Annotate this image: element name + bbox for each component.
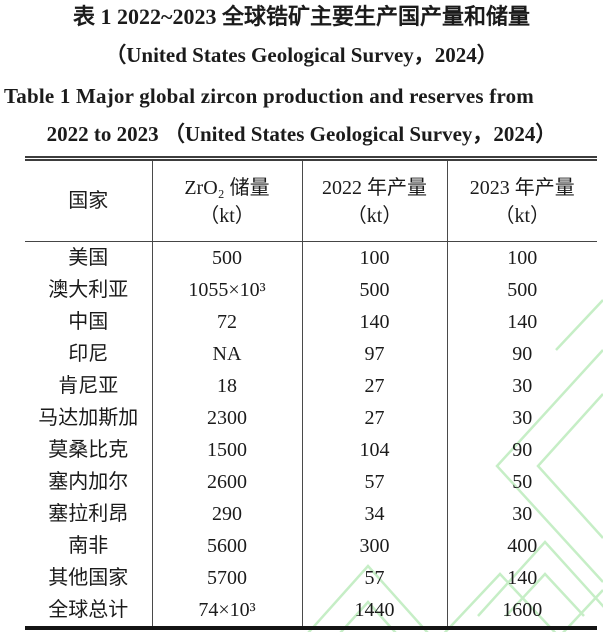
production-2022-cell: 100 xyxy=(301,241,447,274)
country-cell: 肯尼亚 xyxy=(58,375,119,397)
reserve-cell: 5700 xyxy=(151,562,302,594)
country-cell: 莫桑比克 xyxy=(48,439,129,461)
production-2023-cell: 140 xyxy=(446,562,597,594)
column-title: 2022 年产量 xyxy=(322,176,427,199)
table-row: 马达加斯加 2300 27 30 xyxy=(25,402,597,434)
country-cell: 印尼 xyxy=(68,343,109,365)
column-unit: （kt） xyxy=(494,204,551,227)
column-header-reserves: ZrO₂ 储量 （kt） xyxy=(151,158,302,242)
country-cell: 塞内加尔 xyxy=(48,471,129,493)
country-cell: 全球总计 xyxy=(48,599,129,621)
country-cell: 南非 xyxy=(68,535,109,557)
table-caption: 表 1 2022~2023 全球锆矿主要生产国产量和储量 （United Sta… xyxy=(0,0,603,147)
reserve-cell: 1055×10³ xyxy=(151,274,302,306)
production-2023-cell: 100 xyxy=(446,241,597,274)
production-2023-cell: 90 xyxy=(446,434,597,466)
table-row: 莫桑比克 1500 104 90 xyxy=(25,434,597,466)
production-2023-cell: 140 xyxy=(446,306,597,338)
caption-zh-source: （United States Geological Survey，2024） xyxy=(105,43,498,67)
production-2022-cell: 500 xyxy=(301,274,447,306)
table-row: 南非 5600 300 400 xyxy=(25,530,597,562)
column-title: ZrO₂ 储量 xyxy=(184,176,270,199)
column-header-production-2023: 2023 年产量 （kt） xyxy=(446,158,597,242)
reserve-cell: 1500 xyxy=(151,434,302,466)
table-row: 塞拉利昂 290 34 30 xyxy=(25,498,597,530)
production-2023-cell: 1600 xyxy=(446,594,597,628)
reserve-cell: 290 xyxy=(151,498,302,530)
country-cell: 其他国家 xyxy=(48,567,129,589)
production-2022-cell: 1440 xyxy=(301,594,447,628)
country-cell: 中国 xyxy=(68,311,109,333)
reserve-cell: 500 xyxy=(151,241,302,274)
production-2022-cell: 300 xyxy=(301,530,447,562)
zircon-production-table: 国家 ZrO₂ 储量 （kt） 2022 年产量 （kt） 2023 年产量 （… xyxy=(25,156,597,630)
column-unit: （kt） xyxy=(199,204,255,227)
reserve-cell: 2600 xyxy=(151,466,302,498)
reserve-cell: 18 xyxy=(151,370,302,402)
caption-zh-title: 表 1 2022~2023 全球锆矿主要生产国产量和储量 xyxy=(73,4,530,29)
column-title: 2023 年产量 xyxy=(469,176,575,199)
production-2022-cell: 27 xyxy=(301,370,447,402)
country-cell: 塞拉利昂 xyxy=(48,503,129,525)
production-2023-cell: 50 xyxy=(446,466,597,498)
production-2023-cell: 500 xyxy=(446,274,597,306)
production-2022-cell: 97 xyxy=(301,338,447,370)
column-title: 国家 xyxy=(68,189,109,212)
production-2022-cell: 140 xyxy=(301,306,447,338)
reserve-cell: 2300 xyxy=(151,402,302,434)
caption-en-title-line1: Table 1 Major global zircon production a… xyxy=(4,84,534,108)
country-cell: 美国 xyxy=(68,247,109,269)
production-2023-cell: 90 xyxy=(446,338,597,370)
production-2023-cell: 30 xyxy=(446,498,597,530)
table-row: 美国 500 100 100 xyxy=(25,241,597,274)
production-2022-cell: 104 xyxy=(301,434,447,466)
column-header-country: 国家 xyxy=(25,158,152,242)
reserve-cell: 74×10³ xyxy=(151,594,302,628)
country-cell: 澳大利亚 xyxy=(48,279,129,301)
reserve-cell: 5600 xyxy=(151,530,302,562)
column-unit: （kt） xyxy=(346,204,403,227)
production-2023-cell: 400 xyxy=(446,530,597,562)
production-2023-cell: 30 xyxy=(446,402,597,434)
table-row: 全球总计 74×10³ 1440 1600 xyxy=(25,594,597,628)
reserve-cell: NA xyxy=(151,338,302,370)
table-row: 其他国家 5700 57 140 xyxy=(25,562,597,594)
production-2023-cell: 30 xyxy=(446,370,597,402)
table-row: 肯尼亚 18 27 30 xyxy=(25,370,597,402)
caption-en-title-line2: 2022 to 2023 （United States Geological S… xyxy=(46,122,557,146)
reserve-cell: 72 xyxy=(151,306,302,338)
production-2022-cell: 27 xyxy=(301,402,447,434)
table-row: 中国 72 140 140 xyxy=(25,306,597,338)
table-row: 印尼 NA 97 90 xyxy=(25,338,597,370)
production-2022-cell: 57 xyxy=(301,466,447,498)
table-row: 塞内加尔 2600 57 50 xyxy=(25,466,597,498)
country-cell: 马达加斯加 xyxy=(38,407,139,429)
table-row: 澳大利亚 1055×10³ 500 500 xyxy=(25,274,597,306)
production-2022-cell: 34 xyxy=(301,498,447,530)
table-header-row: 国家 ZrO₂ 储量 （kt） 2022 年产量 （kt） 2023 年产量 （… xyxy=(25,158,597,242)
column-header-production-2022: 2022 年产量 （kt） xyxy=(301,158,447,242)
production-2022-cell: 57 xyxy=(301,562,447,594)
